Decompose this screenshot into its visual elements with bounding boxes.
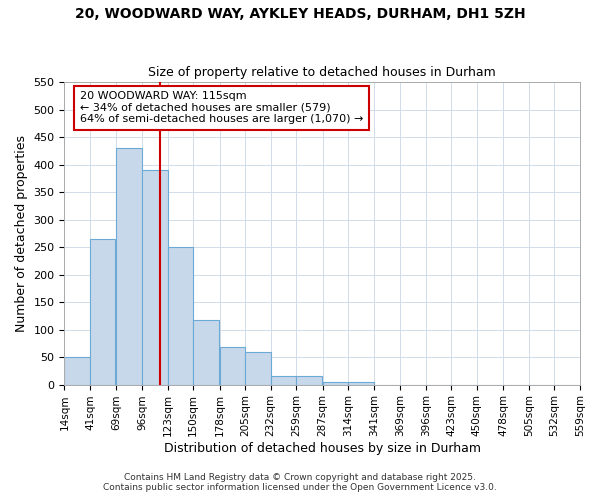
X-axis label: Distribution of detached houses by size in Durham: Distribution of detached houses by size … <box>164 442 481 455</box>
Bar <box>323 382 348 384</box>
Bar <box>90 239 115 384</box>
Bar <box>193 320 218 384</box>
Text: 20 WOODWARD WAY: 115sqm
← 34% of detached houses are smaller (579)
64% of semi-d: 20 WOODWARD WAY: 115sqm ← 34% of detache… <box>80 91 363 124</box>
Bar <box>116 148 142 384</box>
Y-axis label: Number of detached properties: Number of detached properties <box>15 135 28 332</box>
Bar <box>167 247 193 384</box>
Text: 20, WOODWARD WAY, AYKLEY HEADS, DURHAM, DH1 5ZH: 20, WOODWARD WAY, AYKLEY HEADS, DURHAM, … <box>74 8 526 22</box>
Title: Size of property relative to detached houses in Durham: Size of property relative to detached ho… <box>148 66 496 80</box>
Text: Contains HM Land Registry data © Crown copyright and database right 2025.
Contai: Contains HM Land Registry data © Crown c… <box>103 473 497 492</box>
Bar <box>271 376 296 384</box>
Bar <box>220 347 245 385</box>
Bar <box>245 352 271 384</box>
Bar <box>296 376 322 384</box>
Bar <box>64 357 90 384</box>
Bar <box>348 382 374 384</box>
Bar <box>142 170 167 384</box>
